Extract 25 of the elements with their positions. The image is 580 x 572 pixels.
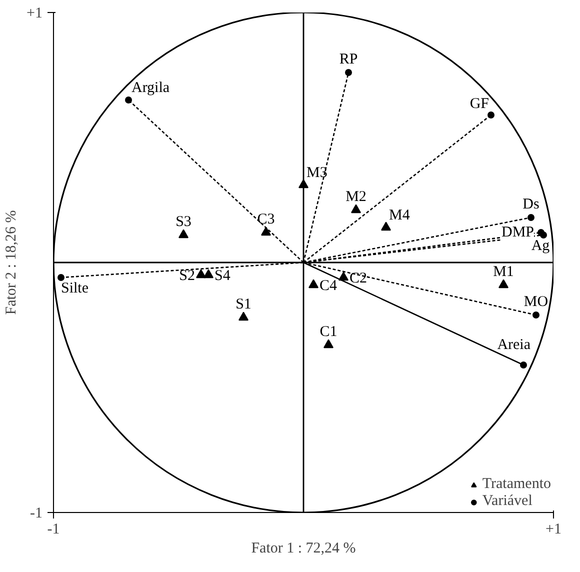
x-axis-title: Fator 1 : 72,24 % [251,540,356,556]
annotation: Ds [522,196,540,212]
annotation: S1 [236,296,252,312]
annotation: Areia [497,337,531,353]
annotation: S4 [214,268,231,284]
annotation: C1 [320,324,338,340]
annotation: Ag [531,238,550,254]
annotation: S3 [176,214,192,230]
annotation: M1 [493,264,514,280]
annotation: MO [524,294,548,310]
annotation: S2 [179,268,195,284]
annotation: M4 [389,208,410,224]
annotation: C4 [320,278,338,294]
legend-label: Variável [482,493,532,510]
annotation: GF [470,96,490,112]
y-axis-title: Fator 2 : 18,26 % [4,210,20,315]
annotation: M3 [306,165,328,181]
annotation: RP [339,52,358,68]
annotation: Argila [132,80,170,96]
annotation: Silte [61,280,89,296]
annotation: DMP [501,224,534,240]
annotation: C2 [350,270,368,286]
annotation: C3 [257,212,275,228]
legend-label: Tratamento [482,476,551,493]
annotation: M2 [346,189,366,205]
